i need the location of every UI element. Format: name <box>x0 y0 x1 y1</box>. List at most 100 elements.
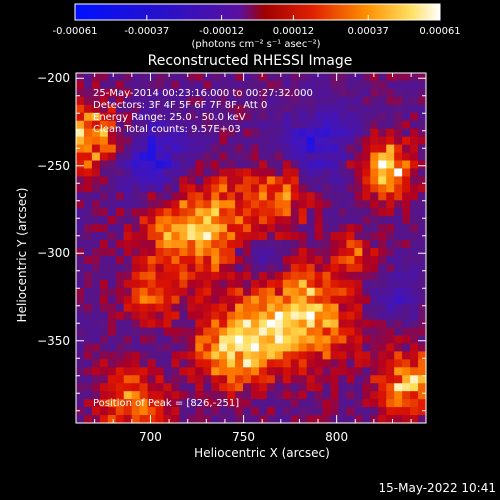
x-axis-label: Heliocentric X (arcsec) <box>194 446 330 460</box>
heatmap-cell <box>171 335 180 345</box>
heatmap-cell <box>99 240 109 249</box>
heatmap-cell <box>76 367 85 376</box>
heatmap-cell <box>163 359 173 368</box>
heatmap-cell <box>306 279 316 289</box>
heatmap-cell <box>171 287 180 297</box>
heatmap-cell <box>394 407 403 416</box>
heatmap-cell <box>171 224 180 233</box>
heatmap-cell <box>195 152 204 162</box>
y-tick-label: −200 <box>37 71 70 86</box>
heatmap-cell <box>306 407 316 416</box>
heatmap-cell <box>258 263 268 273</box>
heatmap-cell <box>123 351 133 360</box>
heatmap-cell <box>139 351 149 360</box>
heatmap-cell <box>235 200 244 209</box>
heatmap-cell <box>83 128 93 138</box>
heatmap-cell <box>402 224 411 233</box>
heatmap-cell <box>394 232 403 241</box>
heatmap-cell <box>155 295 165 305</box>
heatmap-cell <box>410 152 419 162</box>
heatmap-cell <box>251 271 260 281</box>
heatmap-cell <box>282 415 292 424</box>
heatmap-cell <box>139 303 149 313</box>
heatmap-cell <box>251 407 260 416</box>
heatmap-cell <box>274 120 284 130</box>
heatmap-cell <box>203 359 212 368</box>
heatmap-cell <box>330 96 340 106</box>
heatmap-cell <box>362 80 371 90</box>
heatmap-cell <box>195 303 204 313</box>
heatmap-cell <box>378 391 387 400</box>
heatmap-cell <box>258 295 268 305</box>
heatmap-cell <box>243 255 252 265</box>
heatmap-cell <box>410 240 419 249</box>
heatmap-cell <box>147 415 157 424</box>
heatmap-cell <box>91 200 101 209</box>
heatmap-cell <box>251 295 260 305</box>
heatmap-cell <box>378 88 387 98</box>
heatmap-cell <box>298 144 308 154</box>
heatmap-cell <box>115 271 125 281</box>
heatmap-cell <box>338 255 348 265</box>
heatmap-cell <box>394 104 403 114</box>
heatmap-cell <box>346 248 355 257</box>
heatmap-cell <box>410 311 419 321</box>
heatmap-cell <box>346 160 355 170</box>
heatmap-cell <box>163 263 173 273</box>
heatmap-cell <box>386 399 395 408</box>
heatmap-cell <box>322 303 332 313</box>
heatmap-cell <box>163 136 173 146</box>
heatmap-cell <box>155 375 165 384</box>
heatmap-cell <box>76 399 85 408</box>
heatmap-cell <box>378 160 387 170</box>
heatmap-cell <box>418 73 427 82</box>
heatmap-cell <box>115 160 125 170</box>
heatmap-cell <box>258 192 268 201</box>
heatmap-cell <box>378 287 387 297</box>
heatmap-cell <box>139 184 149 193</box>
heatmap-cell <box>394 255 403 265</box>
heatmap-cell <box>203 168 212 177</box>
heatmap-cell <box>394 128 403 138</box>
heatmap-cell <box>107 367 117 376</box>
heatmap-cell <box>290 287 300 297</box>
heatmap-cell <box>362 200 371 209</box>
heatmap-cell <box>107 224 117 233</box>
heatmap-cell <box>298 184 308 193</box>
heatmap-cell <box>115 208 125 217</box>
heatmap-cell <box>274 343 284 352</box>
heatmap-cell <box>354 152 363 162</box>
heatmap-cell <box>139 144 149 154</box>
heatmap-cell <box>266 200 276 209</box>
heatmap-cell <box>219 415 228 424</box>
heatmap-cell <box>338 96 348 106</box>
heatmap-cell <box>203 271 212 281</box>
heatmap-cell <box>99 73 109 82</box>
heatmap-cell <box>219 144 228 154</box>
heatmap-cell <box>195 295 204 305</box>
heatmap-cell <box>410 96 419 106</box>
heatmap-cell <box>179 303 188 313</box>
heatmap-cell <box>362 271 371 281</box>
heatmap-cell <box>314 144 324 154</box>
heatmap-cell <box>330 88 340 98</box>
heatmap-cell <box>314 152 324 162</box>
heatmap-cell <box>123 168 133 177</box>
heatmap-cell <box>282 263 292 273</box>
heatmap-cell <box>306 375 316 384</box>
heatmap-cell <box>394 208 403 217</box>
heatmap-cell <box>76 224 85 233</box>
heatmap-cell <box>290 279 300 289</box>
heatmap-cell <box>394 168 403 177</box>
heatmap-cell <box>314 216 324 225</box>
heatmap-cell <box>410 248 419 257</box>
heatmap-cell <box>76 359 85 368</box>
heatmap-cell <box>163 160 173 170</box>
heatmap-cell <box>258 160 268 170</box>
heatmap-cell <box>354 351 363 360</box>
heatmap-cell <box>266 152 276 162</box>
heatmap-cell <box>235 383 244 392</box>
heatmap-cell <box>195 383 204 392</box>
heatmap-cell <box>187 160 196 170</box>
heatmap-cell <box>418 287 427 297</box>
